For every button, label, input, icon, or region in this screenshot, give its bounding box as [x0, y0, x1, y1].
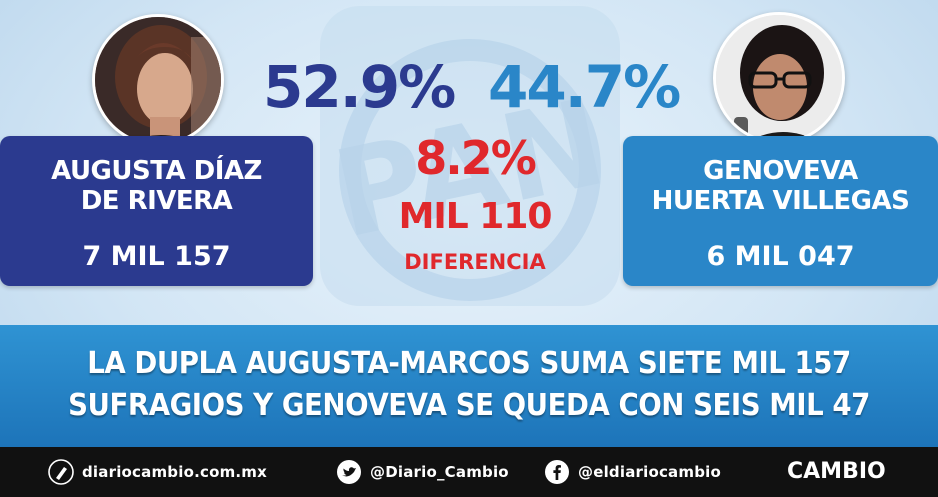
facebook-text: @eldiariocambio	[578, 463, 721, 481]
difference-label: DIFERENCIA	[404, 250, 546, 274]
website-link[interactable]: diariocambio.com.mx	[48, 458, 267, 486]
augusta-card: AUGUSTA DÍAZ DE RIVERA 7 MIL 157	[0, 136, 313, 286]
genoveva-votes: 6 MIL 047	[706, 241, 855, 272]
portrait-image	[716, 15, 842, 141]
difference-block: 8.2% MIL 110 DIFERENCIA	[380, 135, 570, 273]
difference-percent: 8.2%	[415, 131, 537, 185]
genoveva-name: GENOVEVA HUERTA VILLEGAS	[623, 136, 938, 216]
augusta-name-line2: DE RIVERA	[80, 186, 233, 216]
genoveva-percent: 44.7%	[488, 53, 681, 121]
website-text: diariocambio.com.mx	[82, 463, 268, 481]
facebook-link[interactable]: @eldiariocambio	[544, 458, 721, 486]
augusta-name: AUGUSTA DÍAZ DE RIVERA	[0, 136, 313, 216]
headline-line1: LA DUPLA AUGUSTA-MARCOS SUMA SIETE MIL 1…	[87, 346, 851, 381]
candidate-photo-augusta	[92, 14, 224, 146]
genoveva-name-line1: GENOVEVA	[703, 156, 858, 186]
twitter-link[interactable]: @Diario_Cambio	[336, 458, 509, 486]
augusta-votes: 7 MIL 157	[82, 241, 231, 272]
candidate-photo-genoveva	[713, 12, 845, 144]
twitter-icon	[337, 460, 361, 484]
footer-bar: diariocambio.com.mx @Diario_Cambio @eldi…	[0, 447, 938, 497]
augusta-name-line1: AUGUSTA DÍAZ	[51, 156, 262, 186]
facebook-icon	[545, 460, 569, 484]
cambio-logo: CAMBIO	[787, 458, 886, 484]
headline-line2: SUFRAGIOS Y GENOVEVA SE QUEDA CON SEIS M…	[68, 388, 870, 423]
portrait-image	[95, 17, 221, 143]
genoveva-card: GENOVEVA HUERTA VILLEGAS 6 MIL 047	[623, 136, 938, 286]
difference-votes: MIL 110	[398, 196, 553, 237]
pen-icon	[48, 459, 74, 485]
headline-banner: LA DUPLA AUGUSTA-MARCOS SUMA SIETE MIL 1…	[0, 325, 938, 447]
genoveva-name-line2: HUERTA VILLEGAS	[651, 186, 910, 216]
pan-logo-watermark: PAN	[320, 6, 620, 306]
augusta-percent: 52.9%	[263, 53, 456, 121]
twitter-text: @Diario_Cambio	[370, 463, 509, 481]
